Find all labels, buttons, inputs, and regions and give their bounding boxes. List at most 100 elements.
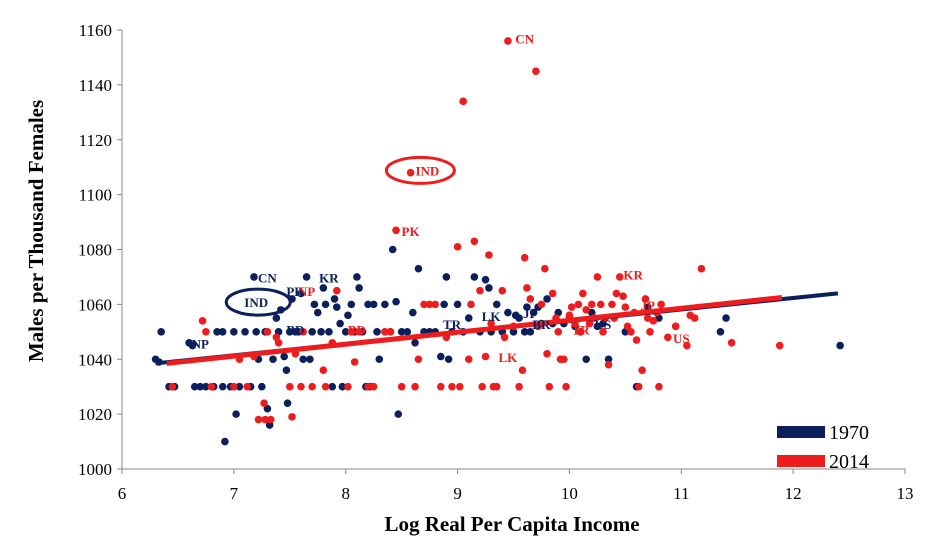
data-point-2014 (500, 333, 509, 342)
data-point-2014 (632, 336, 641, 344)
data-point-1970 (297, 289, 305, 298)
data-point-2014 (690, 314, 699, 322)
data-point-2014 (588, 300, 596, 309)
data-point-1970 (388, 245, 397, 254)
data-point-2014 (537, 300, 546, 309)
data-point-2014 (562, 382, 570, 391)
data-point-2014 (646, 328, 654, 336)
data-point-2014 (397, 382, 406, 391)
data-point-1970 (464, 314, 473, 322)
data-point-2014 (414, 355, 423, 364)
highlight-ellipse-2014 (384, 155, 456, 185)
data-point-2014 (657, 300, 665, 309)
data-point-2014 (619, 292, 627, 300)
data-point-2014 (775, 341, 784, 350)
data-point-1970 (353, 273, 361, 281)
data-point-2014 (319, 366, 328, 375)
data-point-1970 (218, 382, 227, 391)
data-point-1970 (317, 328, 325, 336)
data-point-1970 (299, 355, 308, 364)
data-point-1970 (330, 295, 339, 303)
data-point-2014 (425, 300, 434, 309)
data-point-1970 (397, 328, 406, 336)
data-point-1970 (485, 284, 493, 292)
data-point-2014 (448, 382, 456, 391)
data-point-1970 (444, 355, 453, 364)
data-point-2014 (411, 382, 419, 391)
point-label-1970: BD (286, 323, 304, 338)
data-point-1970 (235, 382, 244, 391)
data-point-2014 (347, 328, 356, 336)
legend-label-1970: 1970 (829, 422, 869, 444)
x-tick-label: 8 (341, 484, 350, 503)
data-point-1970 (492, 300, 501, 309)
data-point-2014 (297, 382, 305, 391)
axes (117, 29, 906, 474)
trend-line-2014 (166, 295, 783, 366)
data-point-2014 (243, 382, 252, 391)
data-point-1970 (188, 341, 197, 350)
data-point-2014 (576, 328, 585, 336)
data-point-1970 (543, 295, 551, 303)
data-point-2014 (459, 97, 467, 106)
data-point-1970 (325, 328, 333, 336)
data-point-1970 (515, 314, 523, 322)
x-tick-label: 9 (453, 484, 462, 503)
point-label-1970: PK (286, 284, 305, 299)
data-point-2014 (299, 328, 308, 336)
data-point-1970 (440, 300, 448, 309)
data-point-2014 (492, 382, 501, 391)
data-point-1970 (470, 273, 479, 281)
data-point-2014 (436, 382, 445, 391)
point-label-1970: NP (192, 336, 209, 351)
data-point-1970 (319, 284, 328, 292)
point-label-2014: PK (402, 224, 421, 239)
data-point-2014 (288, 413, 296, 421)
point-label-2014: US (673, 331, 690, 346)
data-point-1970 (157, 328, 165, 336)
data-point-2014 (604, 360, 613, 369)
point-label-2014: JP (641, 298, 656, 313)
data-point-1970 (306, 355, 314, 364)
data-point-1970 (523, 303, 531, 311)
x-tick-label: 6 (118, 484, 127, 503)
data-point-2014 (504, 37, 512, 45)
point-label-2014: LK (499, 350, 519, 365)
point-label-1970: LK (482, 309, 502, 324)
data-point-1970 (436, 352, 445, 361)
point-label-1970: KR (319, 270, 339, 285)
data-point-2014 (453, 242, 462, 251)
y-tick-label: 1120 (79, 131, 112, 150)
data-point-2014 (350, 358, 359, 366)
y-tick-label: 1160 (79, 21, 112, 40)
y-tick-label: 1060 (78, 295, 112, 314)
data-point-2014 (560, 355, 568, 364)
data-point-1970 (263, 404, 272, 413)
highlight-ellipses (224, 155, 456, 317)
data-point-1970 (403, 328, 412, 336)
data-point-1970 (453, 300, 462, 309)
data-point-1970 (394, 410, 403, 418)
data-point-1970 (604, 355, 613, 364)
data-point-2014 (638, 366, 646, 375)
data-point-2014 (664, 333, 672, 342)
data-point-2014 (308, 382, 316, 391)
data-point-1970 (582, 355, 591, 364)
data-point-2014 (585, 319, 594, 328)
point-label-2014: KR (623, 268, 643, 283)
data-point-2014 (579, 289, 587, 298)
data-point-2014 (198, 317, 207, 325)
data-point-2014 (567, 303, 576, 311)
data-point-1970 (241, 328, 249, 336)
data-point-1970 (328, 382, 337, 391)
point-label-2014: BD (348, 323, 366, 338)
data-point-1970 (442, 273, 451, 281)
data-point-2014 (478, 382, 486, 391)
data-point-1970 (196, 382, 205, 391)
data-point-1970 (321, 300, 330, 309)
data-point-1970 (280, 352, 288, 361)
x-tick-label: 13 (897, 484, 914, 503)
data-point-2014 (485, 251, 493, 259)
data-point-1970 (232, 410, 240, 418)
